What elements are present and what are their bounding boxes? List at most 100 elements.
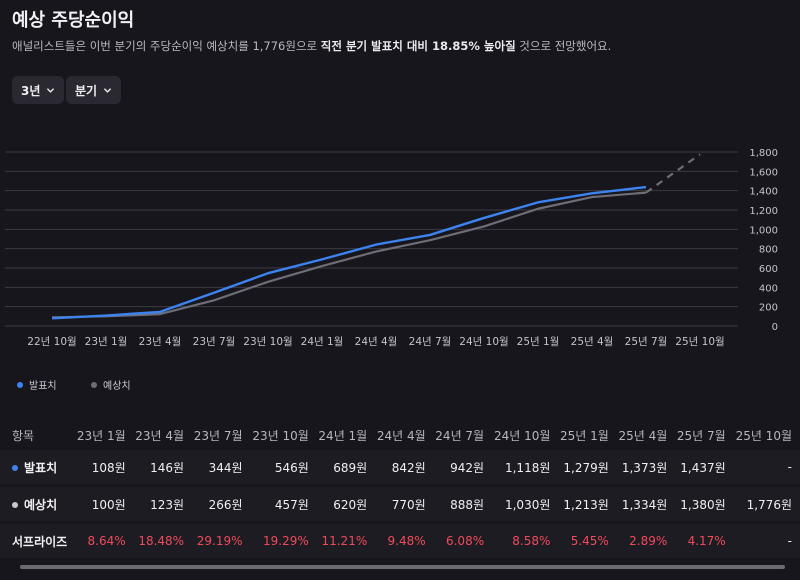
column-header: 25년 7월 — [676, 428, 726, 443]
table-cell: 620원 — [316, 487, 376, 521]
column-header: 25년 4월 — [618, 428, 668, 443]
row-dot-estimate — [12, 502, 18, 508]
table-cell: 344원 — [192, 450, 251, 484]
x-tick-label: 24년 7월 — [409, 336, 452, 348]
series-line-estimate — [51, 191, 647, 319]
x-tick-label: 25년 7월 — [625, 336, 668, 348]
y-tick-label: 1,600 — [749, 167, 778, 178]
table-row-surprise: 서프라이즈 8.64% 18.48% 29.19% 19.29% 11.21% … — [0, 524, 800, 558]
series-line-actual — [51, 185, 647, 320]
table-cell: 842원 — [375, 450, 434, 484]
row-label-text: 예상치 — [24, 497, 58, 512]
table-cell: 1,030원 — [492, 487, 559, 521]
y-tick-label: 600 — [759, 264, 778, 275]
row-dot-actual — [12, 465, 18, 471]
table-cell: 689원 — [316, 450, 376, 484]
table-cell: 146원 — [133, 450, 193, 484]
x-tick-label: 25년 1월 — [517, 336, 560, 348]
series-line-estimate-forecast — [645, 153, 701, 194]
y-tick-label: 400 — [759, 283, 778, 294]
table-header-label: 항목 — [12, 428, 35, 443]
table-cell: 100원 — [75, 487, 134, 521]
table-row-estimate: 예상치 100원 123원 266원 457원 620원 770원 888원 1… — [0, 487, 800, 521]
eps-line-chart: 1,800 1,600 1,400 1,200 1,000 800 600 400 200 0 22… — [5, 148, 778, 348]
y-tick-label: 800 — [759, 245, 778, 256]
table-cell: - — [733, 450, 800, 484]
y-tick-label: 1,800 — [749, 148, 778, 159]
x-tick-label: 23년 1월 — [85, 336, 128, 348]
page-title: 예상 주당순이익 — [12, 10, 135, 31]
table-cell: 266원 — [192, 487, 251, 521]
table-cell: 19.29% — [250, 524, 317, 558]
table-cell: 1,380원 — [675, 487, 734, 521]
column-header: 24년 7월 — [435, 428, 485, 443]
legend-estimate-label: 예상치 — [103, 381, 131, 392]
table-header-row: 항목 23년 1월 23년 4월 23년 7월 23년 10월 24년 1월 2… — [0, 420, 800, 450]
row-label-text: 발표치 — [24, 460, 58, 475]
column-header: 24년 10월 — [493, 428, 551, 443]
table-cell: 11.21% — [316, 524, 376, 558]
table-cell: 29.19% — [192, 524, 251, 558]
table-cell: 1,776원 — [733, 487, 800, 521]
page-subtitle: 애널리스트들은 이번 분기의 주당순이익 예상치를 1,776원으로 직전 분기… — [12, 38, 611, 54]
table-cell: 1,118원 — [492, 450, 559, 484]
legend-actual[interactable]: 발표치 — [17, 377, 57, 392]
table-cell: 6.08% — [433, 524, 493, 558]
column-header: 24년 4월 — [376, 428, 426, 443]
unit-dropdown-label: 분기 — [75, 83, 98, 98]
y-tick-label: 1,000 — [749, 225, 778, 236]
column-header: 23년 1월 — [76, 428, 126, 443]
column-header: 25년 1월 — [560, 428, 609, 443]
chevron-down-icon — [47, 87, 55, 93]
column-header: 23년 10월 — [252, 428, 309, 443]
table-cell: - — [733, 524, 800, 558]
row-label-text: 서프라이즈 — [12, 534, 68, 549]
table-cell: 546원 — [250, 450, 317, 484]
legend-dot-actual — [17, 381, 23, 388]
table-scrollbar[interactable] — [20, 565, 785, 569]
table-cell: 457원 — [250, 487, 317, 521]
table-cell: 888원 — [433, 487, 493, 521]
x-tick-label: 23년 10월 — [243, 336, 292, 348]
column-header: 24년 1월 — [318, 428, 368, 443]
y-tick-label: 0 — [772, 322, 778, 333]
subtitle-prefix: 애널리스트들은 이번 분기의 주당순이익 예상치를 1,776원으로 — [12, 39, 321, 53]
y-tick-label: 1,200 — [749, 206, 778, 217]
x-tick-label: 23년 7월 — [193, 336, 236, 348]
table-cell: 1,373원 — [616, 450, 676, 484]
table-cell: 18.48% — [133, 524, 193, 558]
table-cell: 2.89% — [616, 524, 676, 558]
chevron-down-icon — [104, 87, 112, 93]
table-cell: 5.45% — [558, 524, 617, 558]
table-cell: 9.48% — [375, 524, 434, 558]
period-dropdown[interactable]: 3년 — [12, 76, 65, 104]
column-header: 23년 7월 — [193, 428, 243, 443]
table-cell: 8.58% — [492, 524, 559, 558]
row-label-actual: 발표치 — [0, 450, 76, 484]
x-tick-label: 25년 4월 — [571, 336, 614, 348]
legend-estimate[interactable]: 예상치 — [91, 377, 131, 392]
table-cell: 123원 — [133, 487, 193, 521]
legend-dot-estimate — [91, 381, 97, 388]
x-tick-label: 25년 10월 — [675, 336, 724, 348]
x-tick-label: 24년 4월 — [355, 336, 398, 348]
x-tick-label: 24년 1월 — [301, 336, 344, 348]
table-cell: 8.64% — [75, 524, 134, 558]
row-label-surprise: 서프라이즈 — [0, 524, 76, 558]
table-cell: 942원 — [433, 450, 493, 484]
subtitle-highlight: 직전 분기 발표치 대비 18.85% 높아질 — [320, 39, 516, 53]
table-cell: 1,213원 — [558, 487, 617, 521]
unit-dropdown[interactable]: 분기 — [66, 76, 122, 104]
table-cell: 1,279원 — [558, 450, 617, 484]
column-header: 25년 10월 — [735, 428, 792, 443]
column-header: 23년 4월 — [135, 428, 185, 443]
legend-actual-label: 발표치 — [29, 381, 57, 392]
table-cell: 108원 — [75, 450, 134, 484]
x-tick-label: 23년 4월 — [139, 336, 182, 348]
period-dropdown-label: 3년 — [21, 83, 41, 98]
x-tick-label: 24년 10월 — [459, 336, 508, 348]
row-label-estimate: 예상치 — [0, 487, 76, 521]
table-cell: 1,334원 — [616, 487, 676, 521]
table-cell: 1,437원 — [675, 450, 734, 484]
eps-table: 항목 23년 1월 23년 4월 23년 7월 23년 10월 24년 1월 2… — [0, 420, 800, 558]
